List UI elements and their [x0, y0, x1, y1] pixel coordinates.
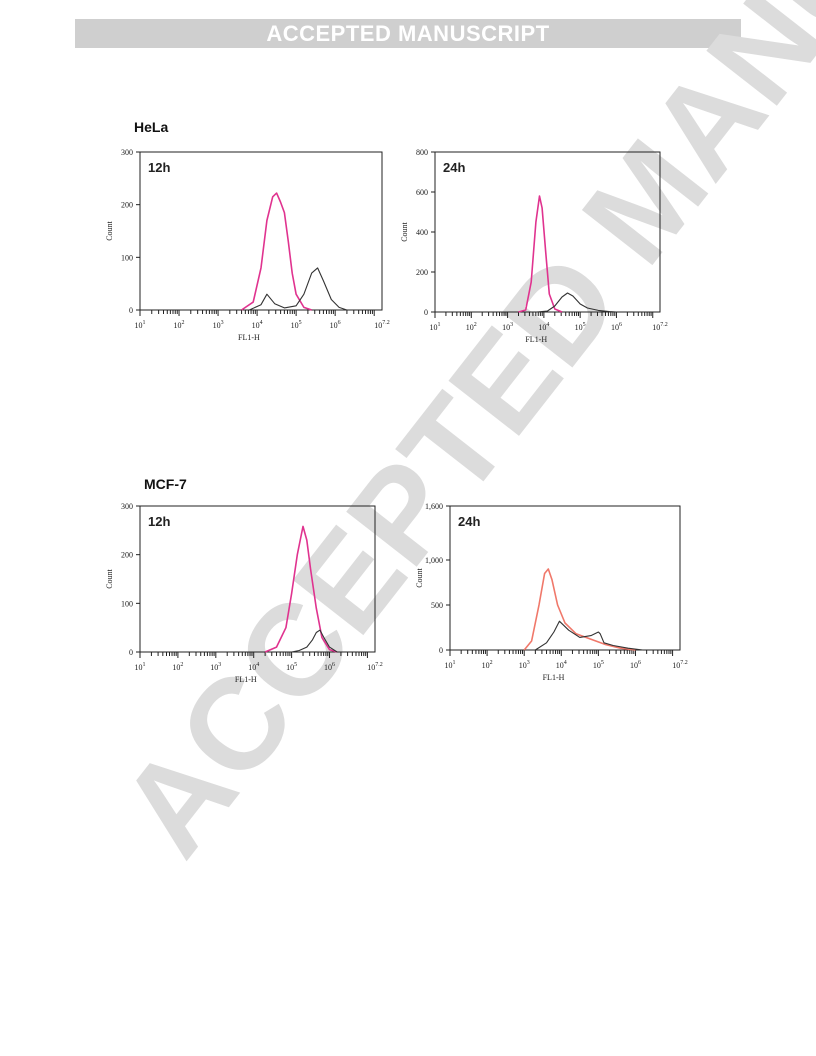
y-tick-label: 200 [121, 201, 133, 210]
x-axis-label: FL1-H [238, 333, 260, 342]
y-tick-label: 1,000 [425, 556, 443, 565]
x-tick-label: 103 [502, 322, 513, 332]
hela-label: HeLa [134, 119, 169, 135]
x-tick-label: 103 [213, 320, 224, 330]
y-tick-label: 600 [416, 188, 428, 197]
x-axis-label: FL1-H [525, 335, 547, 344]
x-tick-label: 104 [538, 322, 549, 332]
y-tick-label: 100 [121, 599, 133, 608]
y-tick-label: 0 [424, 308, 428, 317]
plot-frame [139, 505, 376, 653]
plot-frame [449, 505, 681, 651]
x-tick-label: 106 [324, 662, 335, 672]
accepted-manuscript-banner: ACCEPTED MANUSCRIPT [75, 19, 741, 48]
x-tick-label: 101 [430, 322, 441, 332]
y-tick-label: 300 [121, 148, 133, 157]
histogram-series-2 [249, 267, 348, 311]
x-axis-label: FL1-H [235, 675, 257, 684]
plot-frame [434, 151, 661, 313]
y-axis-label: Count [105, 568, 114, 588]
y-tick-label: 300 [121, 502, 133, 511]
panel-title: 12h [148, 160, 170, 175]
x-tick-label: 101 [445, 660, 456, 670]
mcf7-24h-histogram: 24h 0 500 1,000 1,600 101 102 103 104 105 106 107.2… [415, 502, 688, 682]
x-tick-label: 105 [291, 320, 302, 330]
y-tick-label: 500 [431, 601, 443, 610]
y-tick-label: 0 [439, 646, 443, 655]
x-tick-label: 106 [611, 322, 622, 332]
mcf7-12h-histogram: 12h 0 100 200 300 101 102 103 104 105 106 107.2 FL1-… [105, 502, 383, 684]
histogram-series-2 [291, 629, 338, 653]
watermark: ACCEPTED MANUSCRIPT [90, 0, 816, 882]
y-tick-label: 1,600 [425, 502, 443, 511]
x-tick-label: 102 [174, 320, 185, 330]
histogram-series-1 [518, 195, 563, 313]
x-tick-label: 107.2 [652, 322, 668, 332]
x-tick-label: 107.2 [374, 320, 390, 330]
x-tick-label: 102 [466, 322, 477, 332]
y-tick-label: 0 [129, 306, 133, 315]
x-tick-label: 105 [286, 662, 297, 672]
histogram-series-2 [536, 292, 617, 313]
x-tick-label: 106 [330, 320, 341, 330]
y-tick-label: 200 [121, 551, 133, 560]
hela-12h-histogram: 12h 0 100 200 300 101 102 103 104 105 106 107.2 FL1-… [105, 148, 390, 342]
y-tick-label: 800 [416, 148, 428, 157]
histogram-series-2 [535, 620, 643, 651]
x-tick-label: 106 [630, 660, 641, 670]
plot-frame [139, 151, 383, 311]
x-tick-label: 104 [556, 660, 567, 670]
x-tick-label: 102 [172, 662, 183, 672]
x-tick-label: 101 [135, 320, 146, 330]
x-tick-label: 103 [210, 662, 221, 672]
histogram-series-1 [264, 525, 338, 653]
x-tick-label: 101 [135, 662, 146, 672]
y-tick-label: 400 [416, 228, 428, 237]
panel-title: 24h [458, 514, 480, 529]
histogram-series-1 [523, 568, 636, 651]
histogram-series-1 [241, 192, 312, 311]
x-tick-label: 105 [593, 660, 604, 670]
x-tick-label: 107.2 [367, 662, 383, 672]
x-tick-label: 107.2 [672, 660, 688, 670]
y-tick-label: 200 [416, 268, 428, 277]
y-axis-label: Count [415, 567, 424, 587]
watermark-text: ACCEPTED MANUSCRIPT [91, 0, 816, 882]
panel-title: 24h [443, 160, 465, 175]
hela-24h-histogram: 24h 0 200 400 600 800 101 102 103 104 105 106 107.2 F… [400, 148, 668, 344]
y-axis-label: Count [400, 221, 409, 241]
x-tick-label: 104 [252, 320, 263, 330]
y-axis-label: Count [105, 220, 114, 240]
x-axis-label: FL1-H [543, 673, 565, 682]
y-tick-label: 0 [129, 648, 133, 657]
panel-title: 12h [148, 514, 170, 529]
x-tick-label: 103 [519, 660, 530, 670]
x-tick-label: 102 [482, 660, 493, 670]
mcf7-label: MCF-7 [144, 476, 187, 492]
y-tick-label: 100 [121, 253, 133, 262]
x-tick-label: 105 [575, 322, 586, 332]
x-tick-label: 104 [248, 662, 259, 672]
